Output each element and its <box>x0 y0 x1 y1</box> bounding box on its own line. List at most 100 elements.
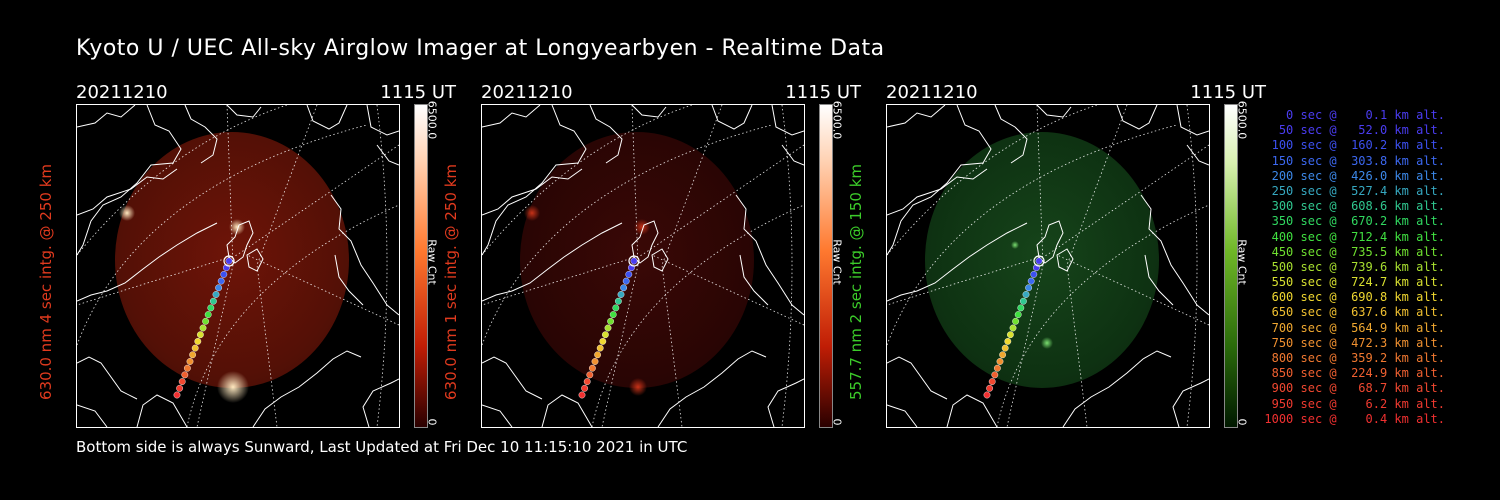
trajectory-point <box>1012 317 1020 325</box>
trajectory-point <box>1004 337 1012 345</box>
trajectory-point <box>199 324 207 332</box>
trajectory-point <box>583 378 591 385</box>
legend-item: 200 sec @ 426.0 km alt. <box>1264 168 1445 183</box>
coastline-map <box>482 105 804 427</box>
wavelength-label: 630.0 nm 4 sec intg. @ 250 km <box>37 163 55 401</box>
footer-note: Bottom side is always Sunward, Last Upda… <box>76 438 688 456</box>
legend-item: 0 sec @ 0.1 km alt. <box>1264 108 1445 122</box>
legend-item: 600 sec @ 690.8 km alt. <box>1264 290 1445 305</box>
trajectory-point <box>599 337 607 345</box>
colorbar-unit: Raw Cnt <box>425 239 439 285</box>
trajectory-point <box>204 311 212 319</box>
colorbar-max: 6500.0 <box>425 100 439 140</box>
trajectory-point <box>1017 304 1025 312</box>
coastline-map <box>887 105 1209 427</box>
trajectory-point <box>994 364 1001 372</box>
trajectory-point <box>586 371 594 379</box>
colorbar-unit: Raw Cnt <box>1235 239 1249 285</box>
wavelength-label: 630.0 nm 1 sec intg. @ 250 km <box>442 163 460 401</box>
allsky-svg <box>887 105 1209 427</box>
trajectory <box>578 255 640 399</box>
trajectory-point <box>220 270 228 278</box>
station-marker <box>628 255 640 267</box>
trajectory-legend: 0 sec @ 0.1 km alt. 50 sec @ 52.0 km alt… <box>1260 108 1445 427</box>
trajectory-point <box>1009 324 1017 332</box>
trajectory-point <box>209 297 217 305</box>
legend-item: 100 sec @ 160.2 km alt. <box>1264 138 1445 153</box>
trajectory-point <box>176 384 184 392</box>
legend-item: 850 sec @ 224.9 km alt. <box>1264 366 1445 381</box>
coastline-map <box>77 105 399 427</box>
station-marker <box>223 255 235 267</box>
legend-item: 400 sec @ 712.4 km alt. <box>1264 229 1445 244</box>
legend-item: 450 sec @ 735.5 km alt. <box>1264 244 1445 259</box>
page-title: Kyoto U / UEC All-sky Airglow Imager at … <box>76 36 885 61</box>
trajectory-point <box>1025 284 1033 292</box>
trajectory-point <box>207 304 215 312</box>
trajectory-point <box>614 297 622 305</box>
imager-panel-1: 20211210 1115 UT 630.0 nm 4 sec intg. @ … <box>37 82 456 432</box>
trajectory-point <box>1019 297 1027 305</box>
trajectory-point <box>1001 344 1009 352</box>
trajectory-point <box>604 324 612 332</box>
trajectory-point <box>194 337 202 345</box>
trajectory-point <box>596 344 604 352</box>
trajectory-point <box>991 371 999 379</box>
legend-item: 1000 sec @ 0.4 km alt. <box>1264 411 1445 426</box>
colorbar-min: 0 <box>1235 418 1249 426</box>
trajectory-point <box>602 331 609 339</box>
allsky-svg <box>482 105 804 427</box>
graticule <box>887 105 1209 427</box>
panel-time: 1115 UT <box>380 82 456 103</box>
trajectory-point <box>225 257 233 265</box>
graticule <box>77 105 399 427</box>
legend-item: 750 sec @ 472.3 km alt. <box>1264 335 1445 350</box>
legend-item: 900 sec @ 68.7 km alt. <box>1264 381 1445 396</box>
trajectory-point <box>184 364 191 372</box>
panel-date: 20211210 <box>886 82 978 103</box>
trajectory-point <box>217 277 225 285</box>
legend-item: 250 sec @ 527.4 km alt. <box>1264 183 1445 198</box>
allsky-image <box>76 104 400 428</box>
trajectory-point <box>1014 311 1022 319</box>
colorbar-max: 6500.0 <box>1235 100 1249 140</box>
trajectory-point <box>617 291 625 298</box>
trajectory-point <box>999 351 1007 359</box>
station-marker <box>1033 255 1045 267</box>
trajectory-point <box>589 364 596 372</box>
trajectory-point <box>191 344 199 352</box>
trajectory-point <box>1007 331 1014 339</box>
wavelength-label: 557.7 nm 2 sec intg. @ 150 km <box>847 163 865 401</box>
trajectory-point <box>591 358 599 365</box>
colorbar <box>414 104 428 428</box>
trajectory-point <box>578 391 586 399</box>
panel-time: 1115 UT <box>785 82 861 103</box>
colorbar-min: 0 <box>830 418 844 426</box>
trajectory-point <box>594 351 602 359</box>
imager-panel-2: 20211210 1115 UT 630.0 nm 1 sec intg. @ … <box>442 82 861 432</box>
trajectory-point <box>178 378 186 385</box>
trajectory-point <box>625 270 633 278</box>
legend-item: 350 sec @ 670.2 km alt. <box>1264 214 1445 229</box>
trajectory-point <box>607 317 615 325</box>
trajectory-point <box>630 257 638 265</box>
trajectory <box>983 255 1045 399</box>
allsky-svg <box>77 105 399 427</box>
legend-item: 550 sec @ 724.7 km alt. <box>1264 275 1445 290</box>
trajectory-point <box>197 331 204 339</box>
trajectory-point <box>212 291 220 298</box>
legend-item: 500 sec @ 739.6 km alt. <box>1264 259 1445 274</box>
imager-panel-3: 20211210 1115 UT 557.7 nm 2 sec intg. @ … <box>847 82 1266 432</box>
colorbar-max: 6500.0 <box>830 100 844 140</box>
panel-date: 20211210 <box>481 82 573 103</box>
colorbar <box>1224 104 1238 428</box>
trajectory-point <box>1022 291 1030 298</box>
trajectory-point <box>612 304 620 312</box>
panel-time: 1115 UT <box>1190 82 1266 103</box>
legend-item: 950 sec @ 6.2 km alt. <box>1264 396 1445 411</box>
trajectory-point <box>189 351 197 359</box>
trajectory-point <box>1027 277 1035 285</box>
trajectory-point <box>202 317 210 325</box>
trajectory-point <box>983 391 991 399</box>
trajectory-point <box>996 358 1004 365</box>
